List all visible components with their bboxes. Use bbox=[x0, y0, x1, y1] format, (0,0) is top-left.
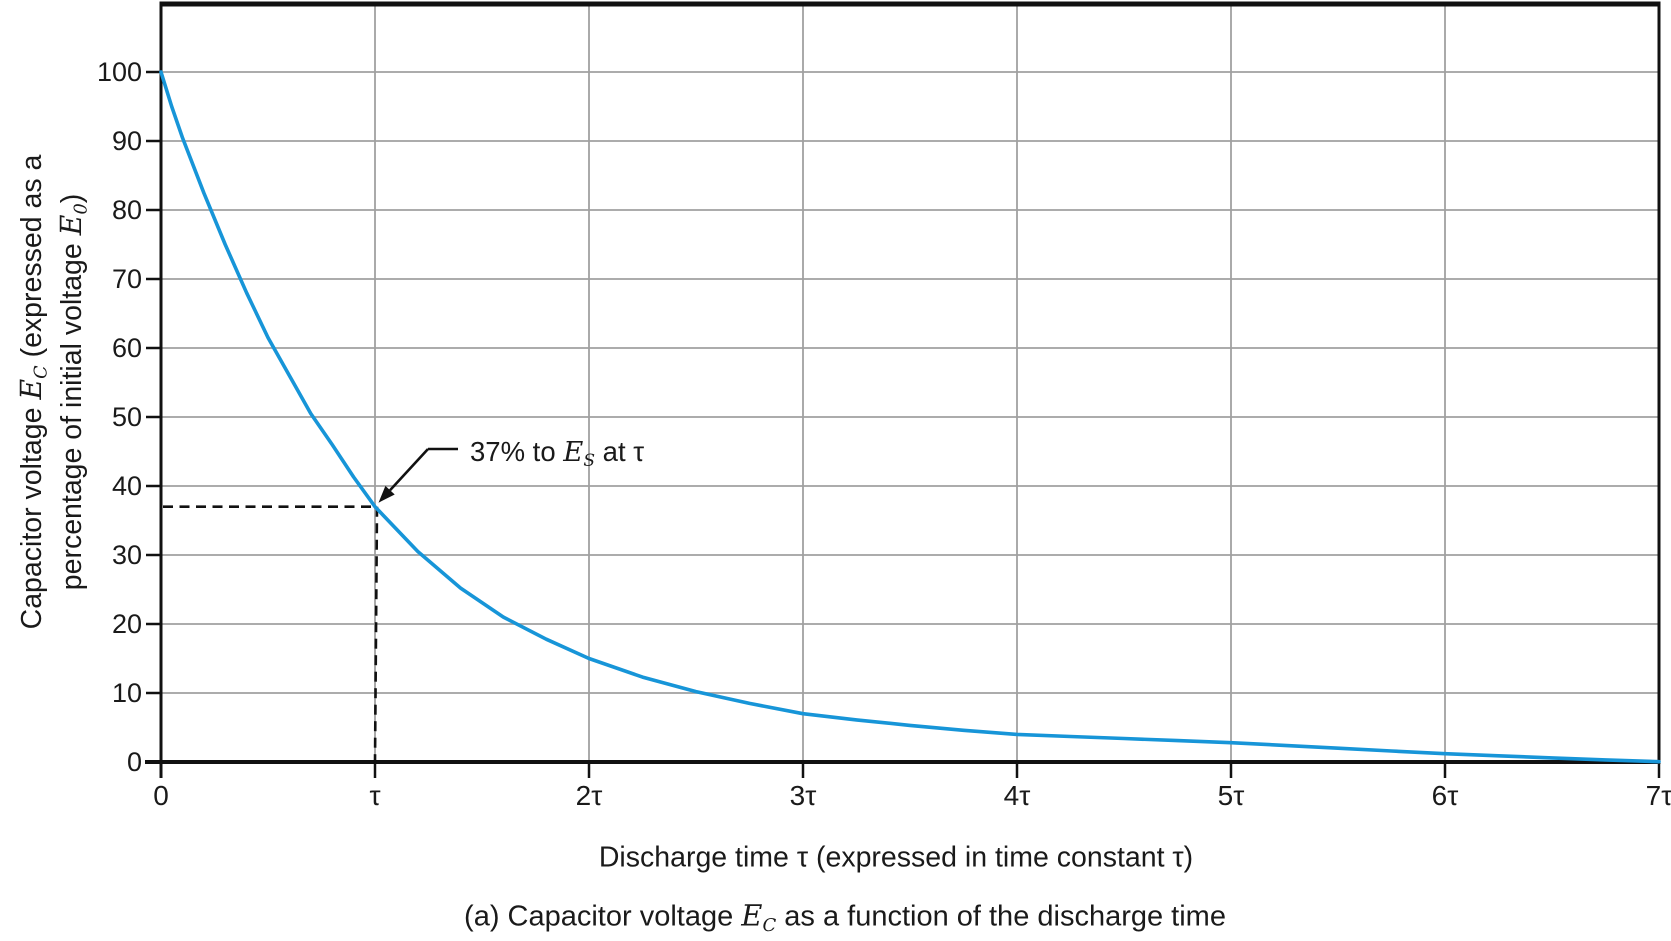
x-tick-label: 7τ bbox=[1645, 780, 1671, 811]
annotation-37-percent: 37% to ES at τ bbox=[470, 436, 645, 472]
x-tick-label: τ bbox=[369, 780, 381, 811]
x-tick-label: 5τ bbox=[1217, 780, 1245, 811]
x-tick-label: 6τ bbox=[1431, 780, 1459, 811]
y-tick-label: 70 bbox=[111, 264, 142, 294]
math-subscript: S bbox=[583, 451, 596, 472]
x-tick-label: 0 bbox=[153, 780, 169, 811]
math-variable: E bbox=[741, 898, 763, 933]
dashed-guide-line bbox=[373, 506, 379, 762]
x-axis-label: Discharge time τ (expressed in time cons… bbox=[598, 841, 1194, 874]
x-tick-label: 4τ bbox=[1003, 780, 1031, 811]
math-subscript: C bbox=[762, 914, 777, 936]
y-tick-label: 20 bbox=[111, 609, 142, 639]
x-tick-label: 2τ bbox=[575, 780, 603, 811]
arrowhead bbox=[378, 485, 395, 503]
y-tick-label: 10 bbox=[111, 678, 142, 708]
y-tick-label: 40 bbox=[111, 471, 142, 501]
discharge-curve bbox=[159, 70, 1661, 764]
y-tick-label: 80 bbox=[111, 195, 142, 225]
y-tick-label: 50 bbox=[111, 402, 142, 432]
figure-caption: (a) Capacitor voltage EC as a function o… bbox=[464, 898, 1226, 936]
y-tick-label: 100 bbox=[96, 57, 142, 87]
y-tick-label: 0 bbox=[126, 747, 142, 777]
y-tick-label: 90 bbox=[111, 126, 142, 156]
y-tick-label: 60 bbox=[111, 333, 142, 363]
math-variable: E bbox=[563, 436, 584, 468]
math-subscript: C bbox=[31, 365, 52, 379]
math-variable: E bbox=[15, 378, 48, 400]
x-tick-label: 3τ bbox=[789, 780, 817, 811]
y-tick-label: 30 bbox=[111, 540, 142, 570]
arrow-shaft bbox=[389, 448, 429, 492]
